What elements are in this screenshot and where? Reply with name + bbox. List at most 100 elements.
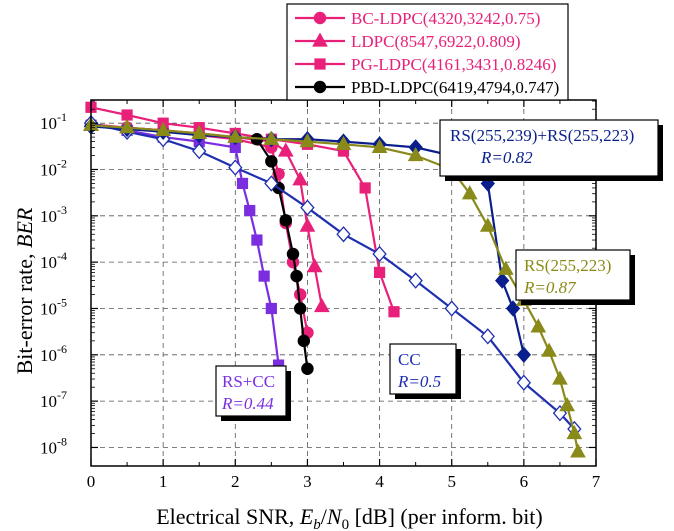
data-point <box>314 58 326 70</box>
legend-item: LDPC(8547,6922,0.809) <box>295 32 521 51</box>
x-axis-title-subscript: b <box>313 517 321 531</box>
y-tick-exponent: -4 <box>57 249 67 263</box>
data-point <box>336 226 351 243</box>
x-axis-title-text: Electrical SNR, <box>156 504 300 529</box>
data-point <box>121 109 133 121</box>
data-point <box>251 234 263 246</box>
data-point <box>293 302 307 315</box>
x-axis-title: Electrical SNR, Eb/N0 [dB] (per inform. … <box>156 504 543 531</box>
data-point <box>408 272 423 289</box>
y-tick-base: 10 <box>40 160 57 179</box>
data-point <box>244 204 256 217</box>
legend-label: BC-LDPC(4320,3242,0.75) <box>351 9 540 28</box>
legend-label: PG-LDPC(4161,3431,0.8246) <box>351 55 556 74</box>
y-tick-exponent: -6 <box>57 342 67 356</box>
data-point <box>479 217 496 232</box>
x-axis-title-symbol: E <box>299 504 314 529</box>
y-tick-label: 10-5 <box>40 295 67 318</box>
data-point <box>300 199 315 216</box>
x-tick-label: 4 <box>375 472 384 491</box>
series-line <box>90 125 525 356</box>
data-point <box>505 300 521 317</box>
data-point <box>497 260 514 275</box>
annotation-frame <box>439 119 659 177</box>
y-tick-base: 10 <box>40 253 57 272</box>
data-point <box>279 214 293 227</box>
annotation-box: RS(255,239)+RS(255,223) R=0.82 <box>439 119 663 181</box>
data-point <box>570 443 586 458</box>
data-point <box>541 342 557 357</box>
x-axis-title-slash: / <box>321 504 328 529</box>
y-tick-label: 10-6 <box>40 342 67 365</box>
data-point <box>264 175 279 192</box>
y-axis-title-symbol: BER <box>12 207 37 248</box>
annotation-frame <box>515 249 631 301</box>
x-tick-label: 3 <box>303 472 312 491</box>
legend-label: PBD-LDPC(6419,4794,0.747) <box>351 78 559 97</box>
x-tick-label: 2 <box>231 472 240 491</box>
data-point <box>265 155 278 168</box>
axis-ticks: 0 1 2 3 4 5 6 710-110-210-310-410-510-610-710-8 <box>40 100 601 491</box>
data-point <box>461 185 478 200</box>
series-2 <box>85 101 400 318</box>
series-layer <box>83 101 586 458</box>
y-tick-exponent: -2 <box>57 156 67 170</box>
data-point <box>263 130 280 145</box>
data-point <box>335 135 352 150</box>
data-point <box>480 175 495 192</box>
data-point <box>516 346 532 363</box>
y-axis-title: Bit-error rate, BER <box>12 207 37 374</box>
data-point <box>371 138 388 153</box>
data-point <box>313 11 327 25</box>
data-point <box>286 247 300 261</box>
annotation-title: RS+CC <box>222 372 275 391</box>
data-point <box>495 272 510 289</box>
legend-box <box>286 3 569 101</box>
data-point <box>372 245 387 263</box>
data-point <box>227 128 244 143</box>
grid <box>91 100 596 466</box>
data-point <box>407 147 424 162</box>
series-1 <box>83 116 330 313</box>
x-axis-title-unit: [dB] (per inform. bit) <box>349 504 543 529</box>
legend-item: PG-LDPC(4161,3431,0.8246) <box>295 55 556 74</box>
series-3 <box>250 133 314 375</box>
x-tick-label: 5 <box>447 472 456 491</box>
annotations: RS(255,239)+RS(255,223) R=0.82 RS(255,223)… <box>215 119 663 421</box>
x-tick-label: 0 <box>87 472 96 491</box>
annotation-rate: R=0.5 <box>397 372 441 391</box>
y-tick-base: 10 <box>40 392 57 411</box>
data-point <box>373 266 386 279</box>
data-point <box>530 318 547 333</box>
series-4 <box>85 119 285 371</box>
y-tick-base: 10 <box>40 438 57 457</box>
y-tick-exponent: -7 <box>57 388 67 402</box>
annotation-frame <box>389 343 457 395</box>
x-axis-title-subscript: 0 <box>342 517 350 531</box>
y-tick-base: 10 <box>40 207 57 226</box>
annotation-frame <box>215 365 287 417</box>
data-point <box>312 32 328 47</box>
annotation-title: RS(255,239)+RS(255,223) <box>450 126 634 145</box>
y-tick-exponent: -3 <box>57 203 67 217</box>
annotation-box: RS(255,223) R=0.87 <box>515 249 635 305</box>
data-point <box>388 306 400 318</box>
data-point <box>192 142 207 160</box>
data-point <box>265 302 277 315</box>
data-point <box>290 269 303 283</box>
y-axis-title-text: Bit-error rate, <box>12 248 37 374</box>
x-tick-label: 6 <box>520 472 529 491</box>
data-point <box>277 142 294 157</box>
data-point <box>228 159 243 176</box>
data-point <box>480 328 495 345</box>
data-point <box>293 288 307 301</box>
data-point <box>258 270 270 282</box>
x-tick-label: 1 <box>159 472 168 491</box>
y-tick-label: 10-1 <box>40 110 67 133</box>
data-point <box>299 217 316 232</box>
data-point <box>444 300 459 317</box>
annotation-title: RS(255,223) <box>524 256 611 275</box>
y-tick-label: 10-3 <box>40 203 67 226</box>
data-point <box>359 182 371 194</box>
data-point <box>299 133 316 148</box>
